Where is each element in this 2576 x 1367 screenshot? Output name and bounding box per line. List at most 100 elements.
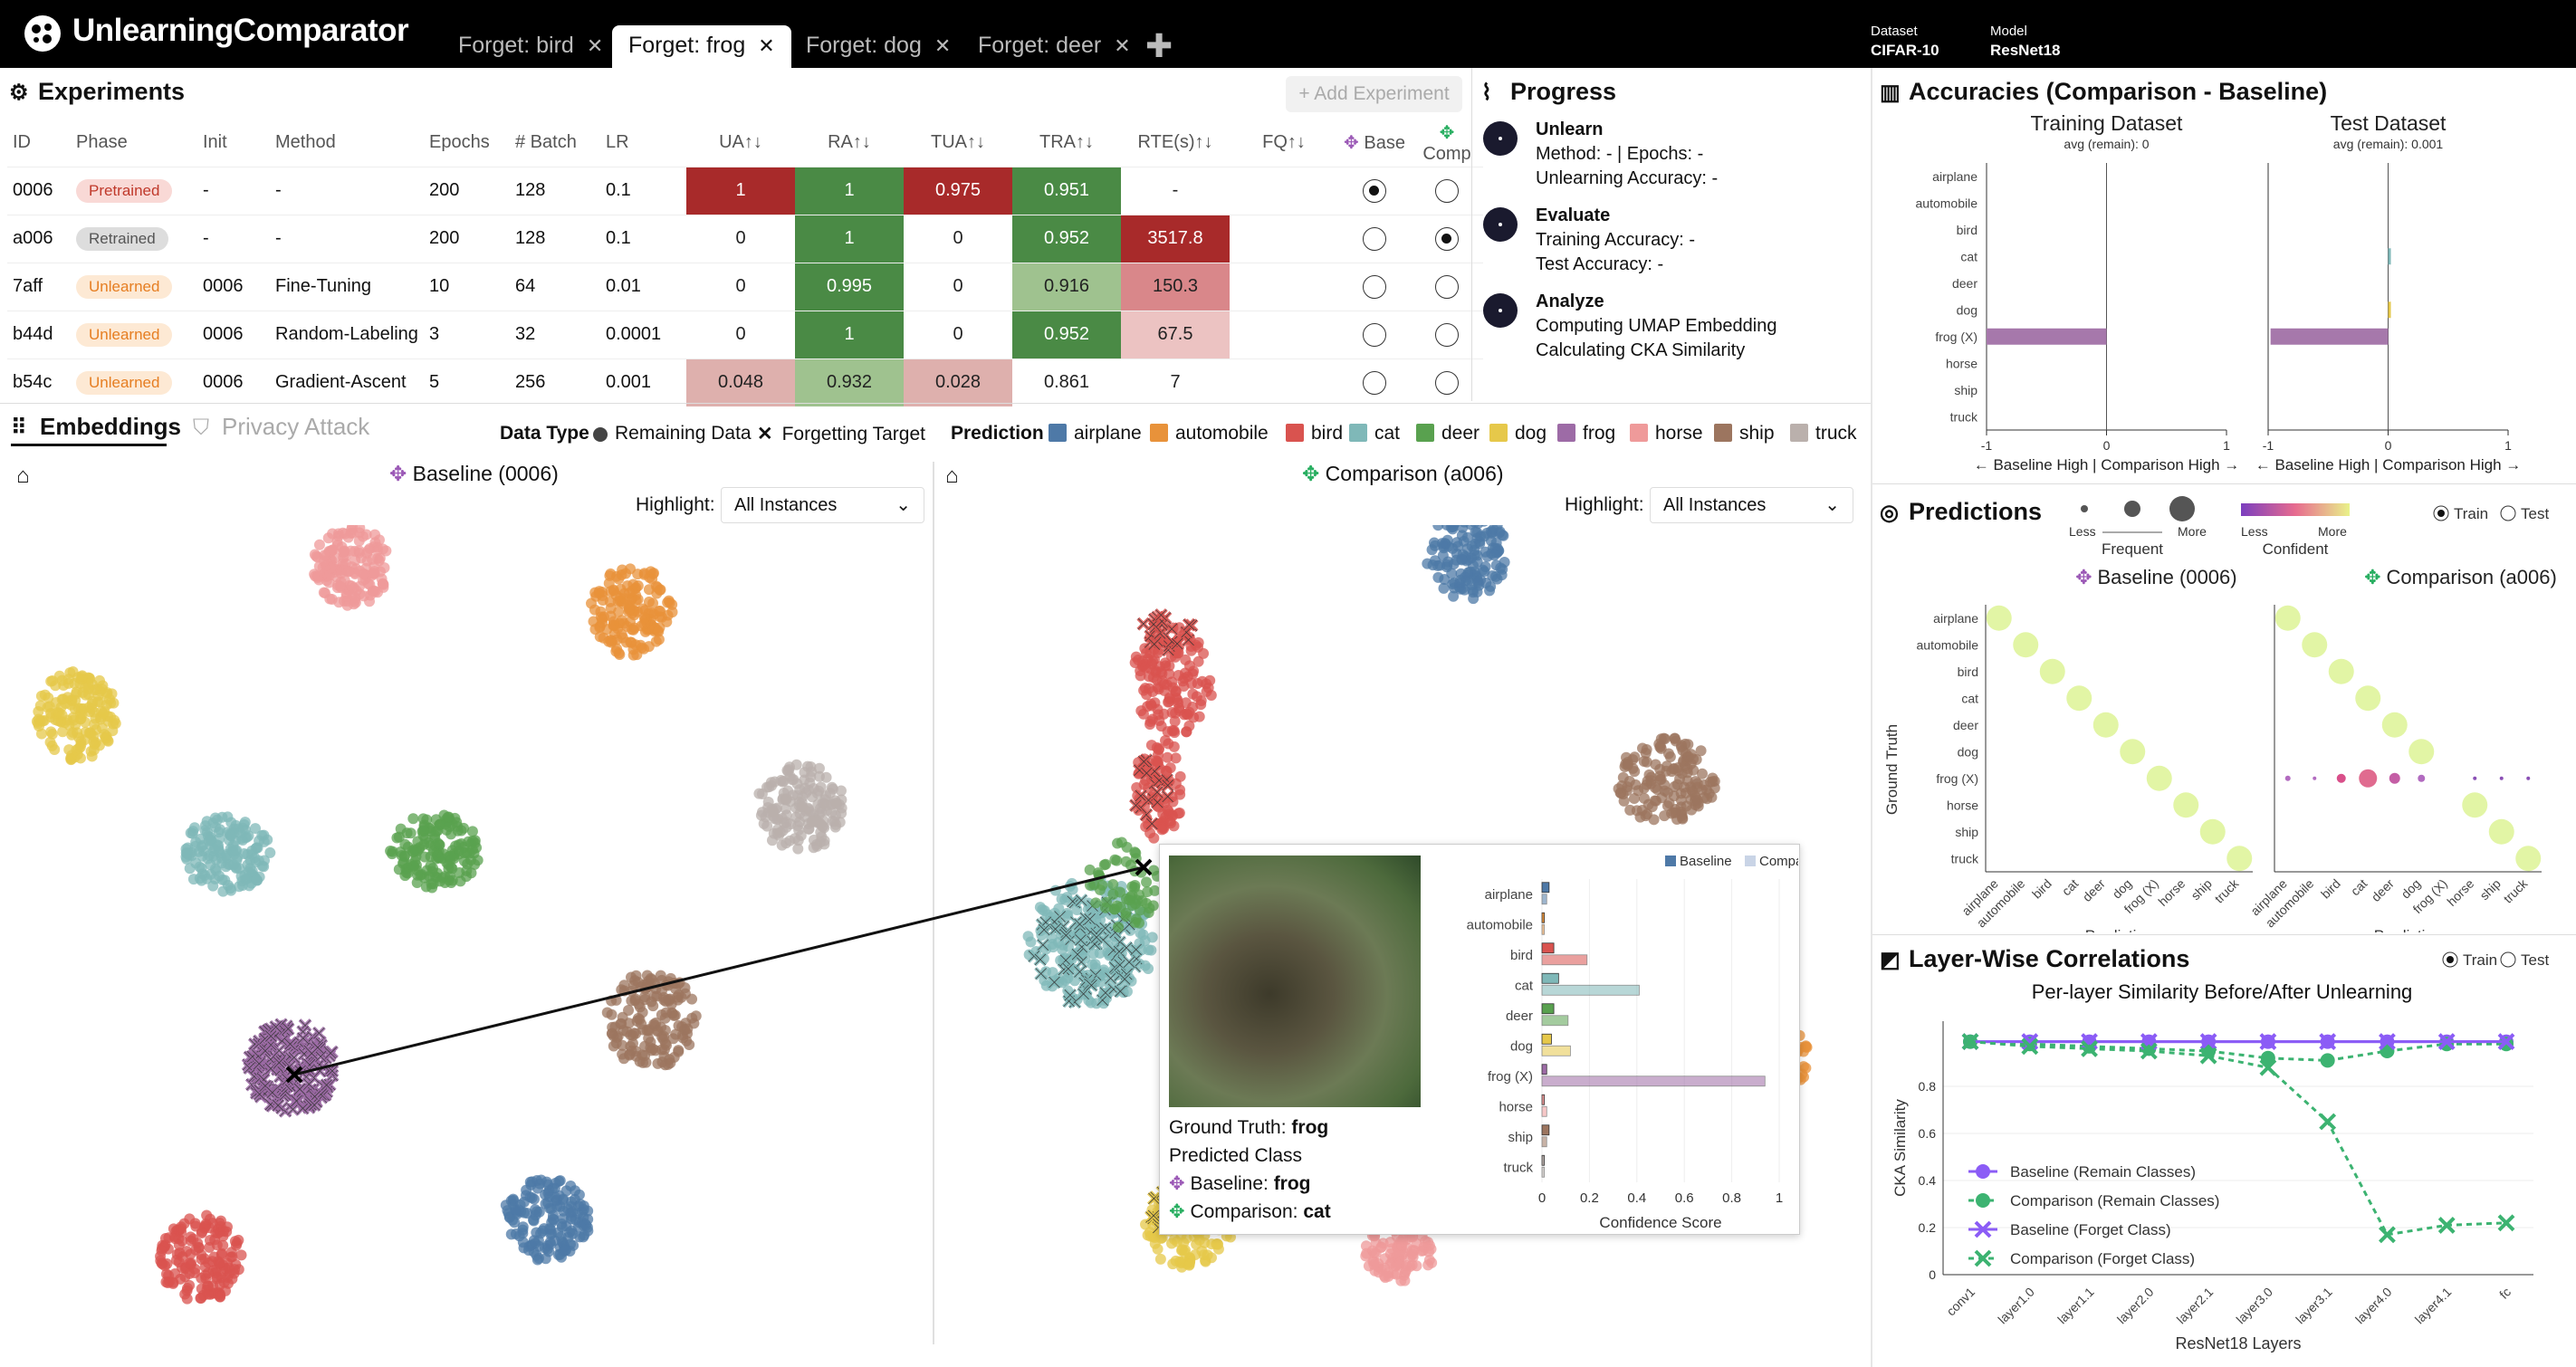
forget-point-outline [1037,939,1049,951]
add-tab-icon[interactable]: ✚ [1145,27,1173,64]
comp-radio[interactable] [1435,322,1459,347]
point [179,1288,191,1300]
legend-horse[interactable]: horse [1630,423,1703,445]
comp-radio[interactable] [1435,226,1459,251]
train-radio-dot [2437,510,2445,517]
column-header: Epochs [429,132,490,153]
point [94,674,106,686]
cluster-deer [385,809,484,894]
comp-radio[interactable] [1435,274,1459,299]
pred-dot [2313,776,2317,780]
table-row[interactable]: 0006 Pretrained - -200 128 0.1 1 1 0.975 0.951- [7,166,1483,215]
tab-embeddings[interactable]: ⠿ Embeddings [11,413,182,440]
bar-baseline [1541,942,1555,954]
series-point [2199,1033,2217,1051]
point [67,712,79,723]
pred-dot [2328,658,2354,684]
table-row[interactable]: b44d Unlearned 0006 Random-Labeling 3 32 0.000… [7,310,1483,358]
base-radio[interactable] [1363,370,1386,395]
tab-forget-dog[interactable]: Forget: dog ✕ [790,25,967,68]
point [627,578,639,590]
train-label: Train [2463,951,2497,969]
point [187,874,199,885]
legend-deer[interactable]: deer [1416,423,1480,445]
legend-label: automobile [1175,423,1269,444]
column-header[interactable]: RA↑↓ [828,132,871,153]
cell-comp [1411,214,1483,263]
cell-ra: 1 [795,310,904,358]
legend-frog[interactable]: frog [1557,423,1615,445]
point [1148,832,1160,844]
pred-dot [2226,846,2253,872]
point [1426,544,1438,556]
point [213,827,225,838]
column-header: LR [606,132,629,153]
base-radio[interactable] [1363,226,1386,251]
point [330,552,341,564]
highlight-select-comparison[interactable]: All Instances ⌄ [1650,487,1853,523]
column-header[interactable]: TUA↑↓ [931,132,985,153]
column-header[interactable]: ✥ Comp [1422,122,1471,164]
legend-dog[interactable]: dog [1489,423,1547,445]
point [1154,743,1165,755]
legend-cat[interactable]: cat [1349,423,1400,445]
cluster-frog [1136,608,1199,657]
column-header[interactable]: ✥ Base [1344,133,1405,154]
close-icon[interactable]: ✕ [1114,34,1131,57]
tab-label: Forget: deer [978,33,1102,58]
avg-label: avg (remain): 0.001 [2333,137,2444,151]
forget-point-outline [305,1099,317,1111]
tab-forget-frog[interactable]: Forget: frog ✕ [612,25,791,68]
legend-airplane[interactable]: airplane [1049,423,1142,445]
base-radio[interactable] [1363,322,1386,347]
point [615,1018,627,1029]
cell-method: - [270,214,424,263]
axis-label: Confidence Score [1599,1214,1721,1231]
comp-radio[interactable] [1435,370,1459,395]
forget-point-outline [314,1050,327,1063]
bar [2270,328,2389,345]
class-label: deer [2080,876,2108,904]
legend-bird[interactable]: bird [1286,423,1343,445]
class-label: ship [2188,876,2215,903]
base-radio[interactable] [1363,178,1386,203]
swatch [1150,424,1168,442]
add-experiment-button[interactable]: + Add Experiment [1286,76,1462,112]
point [1174,789,1186,800]
legend-ship[interactable]: ship [1714,423,1775,445]
point [1407,1245,1419,1257]
close-icon[interactable]: ✕ [934,34,952,57]
point [550,1177,561,1189]
column-header[interactable]: TRA↑↓ [1039,132,1094,153]
point [1201,678,1212,690]
column-header[interactable]: RTE(s)↑↓ [1137,132,1213,153]
cluster-airplane [1422,525,1510,605]
home-icon[interactable]: ⌂ [945,464,959,488]
tab-privacy-attack[interactable]: ⛉ Privacy Attack [193,413,370,440]
table-row[interactable]: a006 Retrained - -200 128 0.1 0 1 0 0.952 3517.8 [7,214,1483,263]
column-header[interactable]: UA↑↓ [719,132,762,153]
tab-forget-bird[interactable]: Forget: bird ✕ [442,25,619,68]
table-row[interactable]: b54c Unlearned 0006 Gradient-Ascent 5 256 0.00… [7,358,1483,406]
close-icon[interactable]: ✕ [586,34,604,57]
series-point [2140,1042,2158,1060]
bar-comparison [1541,984,1640,996]
legend-truck[interactable]: truck [1790,423,1857,445]
point [560,1245,571,1257]
base-radio[interactable] [1363,274,1386,299]
legend-more: More [2178,524,2207,539]
legend-automobile[interactable]: automobile [1150,423,1269,445]
column-header: Method [275,132,336,153]
embedding-scatter[interactable] [0,525,1871,1340]
close-icon[interactable]: ✕ [758,34,775,57]
home-icon[interactable]: ⌂ [16,464,30,488]
highlight-select-baseline[interactable]: All Instances ⌄ [721,487,924,523]
comp-radio[interactable] [1435,178,1459,203]
point [1174,1256,1186,1267]
column-header[interactable]: FQ↑↓ [1262,132,1306,153]
legend-confident: Confident [2263,540,2329,558]
point [56,709,68,721]
tab-forget-deer[interactable]: Forget: deer ✕ [962,25,1147,68]
table-row[interactable]: 7aff Unlearned 0006 Fine-Tuning 10 64 0.01 0 0.9… [7,262,1483,311]
tick-label: 0.2 [1919,1220,1937,1235]
